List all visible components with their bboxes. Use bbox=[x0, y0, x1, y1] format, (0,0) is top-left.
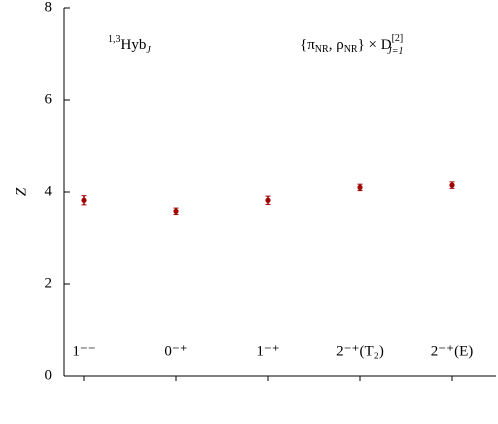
annotation-part: [2] bbox=[392, 33, 404, 44]
annotation: 1,3HybJ bbox=[108, 34, 151, 56]
annotation-part: {π bbox=[300, 37, 315, 53]
annotation-part: } × D bbox=[358, 37, 392, 53]
annotation-part: J bbox=[146, 45, 151, 56]
annotation-part: NR bbox=[315, 44, 329, 55]
annotation-part: J=1 bbox=[387, 46, 403, 57]
y-axis-label: Z bbox=[13, 187, 29, 196]
y-tick-label: 6 bbox=[45, 91, 53, 107]
annotation-part: Hyb bbox=[121, 37, 147, 53]
category-label: 0⁻⁺ bbox=[164, 343, 187, 359]
y-tick-label: 4 bbox=[45, 183, 53, 199]
category-label: 1⁻⁺ bbox=[256, 343, 279, 359]
annotation-part: 1,3 bbox=[108, 34, 121, 45]
point bbox=[81, 197, 87, 203]
point bbox=[357, 184, 363, 190]
category-label: 2⁻⁺(E) bbox=[431, 343, 474, 359]
annotation-part: , ρ bbox=[329, 37, 344, 53]
point bbox=[173, 208, 179, 214]
y-tick-label: 0 bbox=[45, 367, 53, 383]
y-tick-label: 2 bbox=[45, 275, 53, 291]
y-tick-label: 8 bbox=[45, 0, 53, 15]
annotation: {πNR, ρNR} × D[2] J=1 bbox=[300, 33, 403, 57]
annotation-part: NR bbox=[344, 44, 358, 55]
category-label: 1⁻⁻ bbox=[72, 343, 95, 359]
category-label: 2⁻⁺(T₂) bbox=[336, 343, 384, 359]
point bbox=[449, 182, 455, 188]
point bbox=[265, 197, 271, 203]
